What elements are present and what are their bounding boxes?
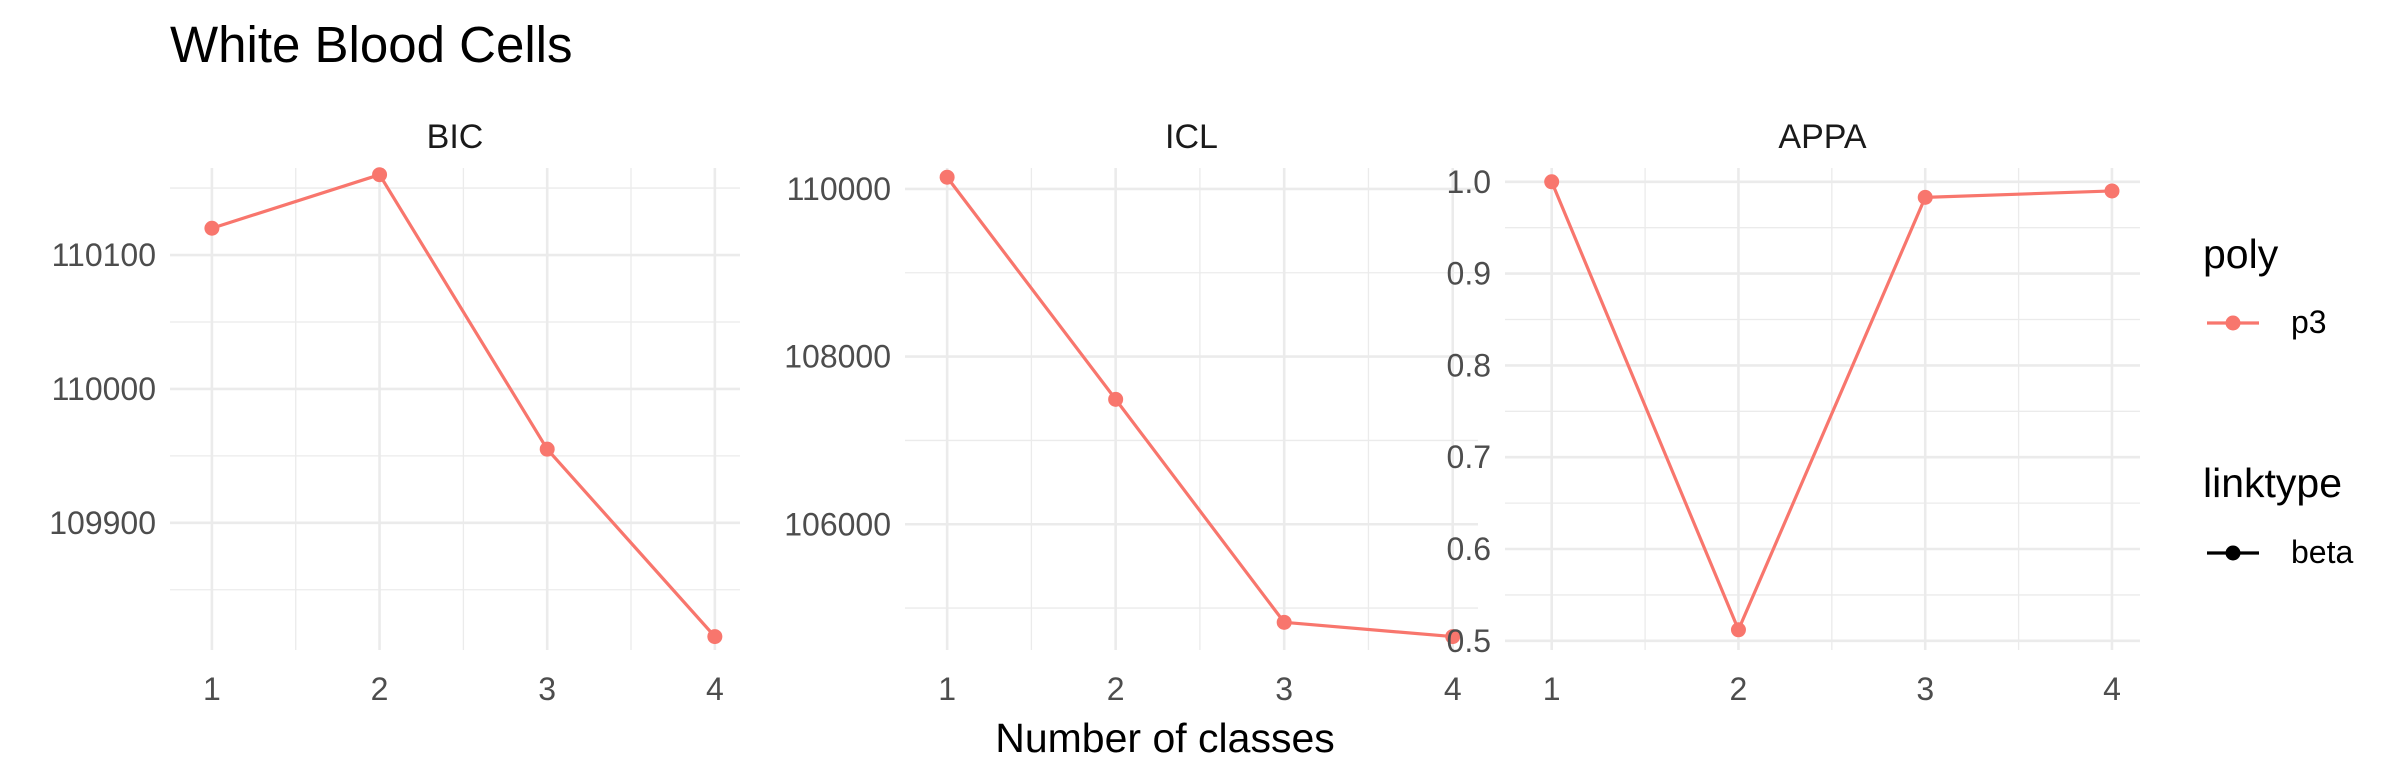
x-axis-title: Number of classes	[995, 715, 1335, 761]
y-tick-label: 0.6	[1447, 531, 1491, 567]
data-point	[372, 167, 388, 183]
x-tick-label: 4	[706, 671, 724, 707]
y-tick-label: 110000	[52, 371, 156, 407]
data-point	[2104, 183, 2120, 199]
series-line-p3	[1550, 181, 2113, 632]
series-line-p3	[945, 176, 1453, 639]
legend-title: linktype	[2203, 460, 2342, 506]
data-point	[1544, 174, 1560, 190]
legend-key-point	[2225, 545, 2241, 561]
x-tick-label: 3	[538, 671, 556, 707]
x-tick-label: 4	[2103, 671, 2121, 707]
y-tick-label: 0.8	[1447, 347, 1491, 383]
x-tick-label: 2	[371, 671, 389, 707]
data-point	[939, 169, 955, 185]
x-tick-label: 1	[1543, 671, 1561, 707]
data-point	[204, 220, 220, 236]
legend-label: beta	[2291, 534, 2353, 570]
y-tick-label: 106000	[784, 506, 891, 542]
y-tick-label: 0.7	[1447, 439, 1491, 475]
data-point	[539, 441, 555, 457]
panel-appa: APPA 0.5 0.6 0.7 0.8 0.9 1.0 1 2 3 4	[1447, 118, 2140, 707]
series-line-p3	[211, 173, 717, 638]
y-tick-label: 0.9	[1447, 256, 1491, 292]
data-point	[1445, 629, 1461, 645]
x-tick-label: 4	[1444, 671, 1462, 707]
legend-title: poly	[2203, 231, 2279, 277]
y-tick-label: 1.0	[1447, 164, 1491, 200]
x-tick-label: 1	[938, 671, 956, 707]
x-tick-label: 3	[1275, 671, 1293, 707]
chart-title: White Blood Cells	[170, 16, 573, 73]
facet-panels: BIC 109900 110000 110100 1 2 3 4 ICL 106000 108000…	[49, 118, 2140, 707]
legend-linktype: linktype beta	[2203, 460, 2353, 570]
strip-label: ICL	[1165, 118, 1218, 156]
legend-poly: poly p3	[2203, 231, 2327, 340]
x-tick-label: 1	[203, 671, 221, 707]
strip-label: APPA	[1778, 118, 1867, 156]
y-tick-label: 110100	[52, 237, 156, 273]
data-point	[1917, 189, 1933, 205]
legend-key-point	[2225, 315, 2241, 331]
data-point	[1108, 391, 1124, 407]
y-tick-label: 108000	[784, 339, 891, 375]
strip-label: BIC	[427, 118, 484, 156]
legend: poly p3 linktype beta	[2203, 231, 2353, 570]
x-tick-label: 3	[1916, 671, 1934, 707]
data-point	[707, 629, 723, 645]
panel-icl: ICL 106000 108000 110000 1 2 3 4	[784, 118, 1478, 707]
legend-label: p3	[2291, 304, 2327, 340]
x-tick-label: 2	[1730, 671, 1748, 707]
x-tick-label: 2	[1107, 671, 1125, 707]
y-tick-label: 110000	[787, 171, 891, 207]
data-point	[1730, 622, 1746, 638]
y-tick-label: 109900	[49, 505, 156, 541]
data-point	[1276, 614, 1292, 630]
panel-bic: BIC 109900 110000 110100 1 2 3 4	[49, 118, 740, 707]
y-tick-label: 0.5	[1447, 623, 1491, 659]
